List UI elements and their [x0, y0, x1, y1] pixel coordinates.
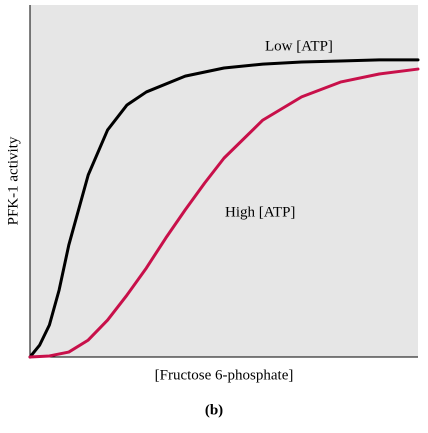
line-series	[28, 67, 420, 359]
line-series	[28, 58, 420, 359]
x-axis-label: [Fructose 6-phosphate]	[155, 367, 294, 383]
series-label: Low [ATP]	[265, 38, 333, 54]
y-axis-label: PFK-1 activity	[5, 136, 21, 225]
panel-label: (b)	[205, 402, 223, 418]
plot-background	[30, 5, 418, 357]
series-label: High [ATP]	[225, 204, 295, 220]
